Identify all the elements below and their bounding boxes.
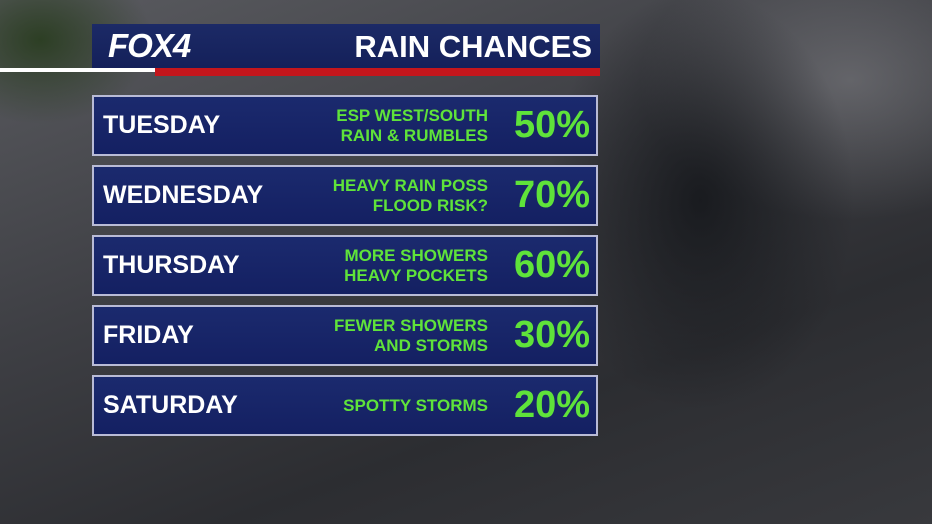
description-line: FEWER SHOWERS bbox=[334, 315, 488, 335]
description-line: HEAVY RAIN POSS bbox=[332, 175, 488, 195]
header-bar: FOX4 RAIN CHANCES bbox=[92, 24, 600, 68]
day-label: FRIDAY bbox=[103, 321, 194, 349]
description-line: RAIN & RUMBLES bbox=[340, 125, 488, 145]
description-line: AND STORMS bbox=[374, 335, 488, 355]
description: MORE SHOWERS HEAVY POCKETS bbox=[344, 237, 488, 294]
rain-chance: 30% bbox=[513, 314, 590, 356]
forecast-row: THURSDAY MORE SHOWERS HEAVY POCKETS 60% bbox=[92, 235, 598, 296]
description-line: ESP WEST/SOUTH bbox=[336, 105, 488, 125]
forecast-row: WEDNESDAY HEAVY RAIN POSS FLOOD RISK? 70% bbox=[92, 165, 598, 226]
rain-chance: 60% bbox=[513, 244, 590, 286]
day-label: SATURDAY bbox=[103, 391, 238, 419]
description-line: SPOTTY STORMS bbox=[343, 395, 488, 415]
day-label: TUESDAY bbox=[103, 111, 221, 139]
description: ESP WEST/SOUTH RAIN & RUMBLES bbox=[336, 97, 488, 154]
title: RAIN CHANCES bbox=[354, 29, 592, 64]
rain-chance: 20% bbox=[513, 384, 590, 426]
day-label: WEDNESDAY bbox=[103, 181, 264, 209]
day-label: THURSDAY bbox=[103, 251, 240, 279]
description: SPOTTY STORMS bbox=[343, 377, 488, 434]
description-line: FLOOD RISK? bbox=[372, 195, 488, 215]
description: FEWER SHOWERS AND STORMS bbox=[334, 307, 488, 364]
description: HEAVY RAIN POSS FLOOD RISK? bbox=[333, 167, 488, 224]
logo: FOX4 bbox=[108, 27, 191, 64]
accent-line bbox=[155, 68, 600, 76]
rain-chance: 50% bbox=[513, 104, 590, 146]
forecast-row: SATURDAY SPOTTY STORMS 20% bbox=[92, 375, 598, 436]
forecast-row: FRIDAY FEWER SHOWERS AND STORMS 30% bbox=[92, 305, 598, 366]
forecast-row: TUESDAY ESP WEST/SOUTH RAIN & RUMBLES 50% bbox=[92, 95, 598, 156]
description-line: HEAVY POCKETS bbox=[344, 265, 488, 285]
rain-chance: 70% bbox=[513, 174, 590, 216]
accent-line bbox=[0, 68, 155, 72]
description-line: MORE SHOWERS bbox=[344, 245, 488, 265]
